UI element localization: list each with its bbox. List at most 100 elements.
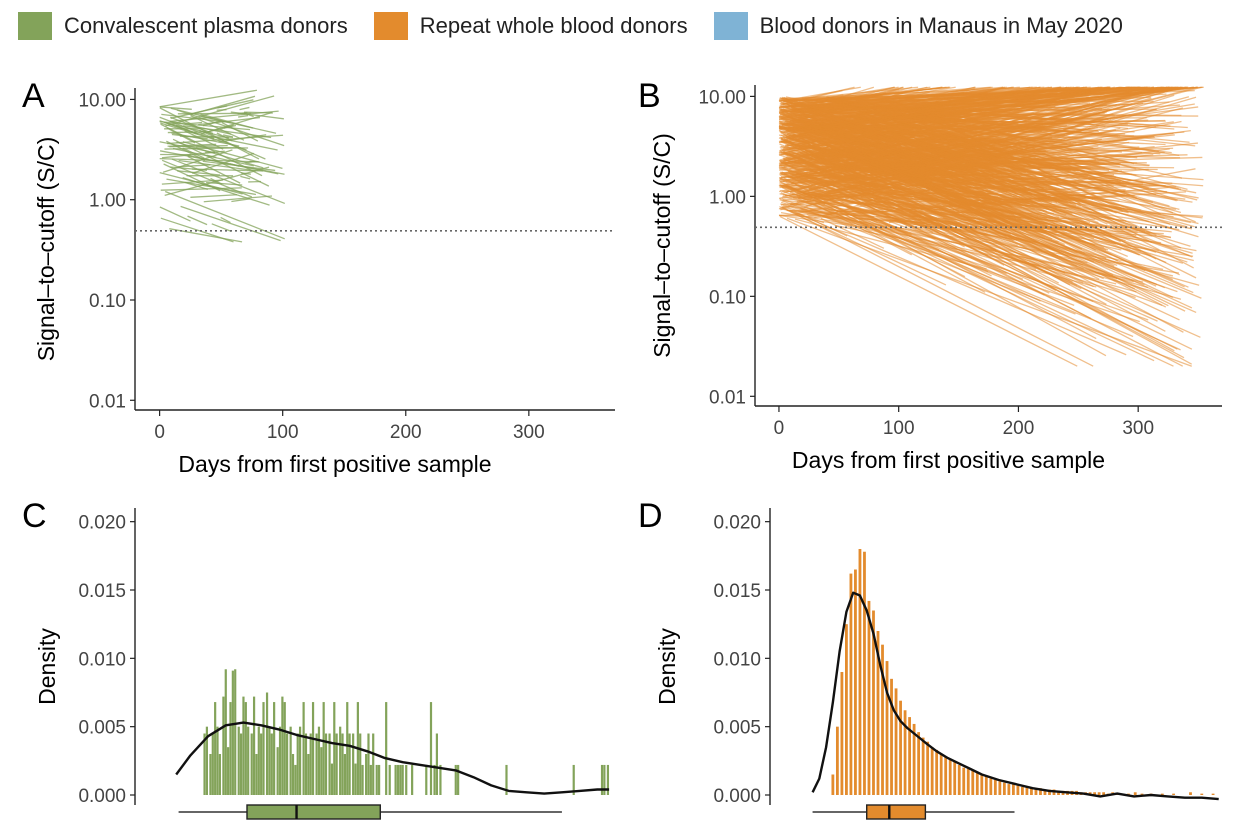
histogram-bar xyxy=(240,733,243,795)
panel-label: C xyxy=(22,497,47,535)
histogram-bar xyxy=(854,569,857,795)
histogram-bar xyxy=(309,733,312,795)
histogram-bar xyxy=(257,726,260,795)
histogram-bars xyxy=(203,669,610,795)
legend-swatch-green xyxy=(18,12,52,40)
y-tick-label: 0.01 xyxy=(709,387,746,408)
trajectory-line xyxy=(216,109,227,111)
histogram-bar xyxy=(250,733,253,795)
histogram-bar xyxy=(1097,792,1101,795)
boxplot-box xyxy=(246,804,381,820)
histogram-bar xyxy=(385,702,388,795)
trajectory-line xyxy=(190,115,245,141)
histogram-bar xyxy=(921,737,925,795)
histogram-bar xyxy=(365,754,368,795)
trajectory-line xyxy=(218,134,267,143)
histogram-bar xyxy=(1133,792,1137,795)
panel-d-density-histogram: D 0.000 0.005 0.010 0.015 0.020 Density xyxy=(638,497,1219,820)
histogram-bar xyxy=(335,733,338,795)
histogram-bar xyxy=(835,726,839,795)
trajectory-line xyxy=(159,106,192,110)
trajectory-line xyxy=(951,168,1196,215)
trajectory-line xyxy=(898,86,1110,113)
trajectory-line xyxy=(159,150,285,175)
y-tick-label: 0.10 xyxy=(89,291,126,312)
trajectory-line xyxy=(793,130,885,135)
histogram-bar xyxy=(1034,788,1038,795)
y-tick-label: 10.00 xyxy=(78,90,126,111)
legend-swatch-blue xyxy=(713,12,748,40)
trajectory-line xyxy=(858,192,934,234)
trajectory-line xyxy=(921,108,932,113)
y-axis-title: Signal–to–cutoff (S/C) xyxy=(33,137,59,362)
histogram-bar xyxy=(234,669,237,795)
trajectory-line xyxy=(781,184,1155,362)
legend-label: Convalescent plasma donors xyxy=(64,13,348,38)
trajectory-line xyxy=(779,87,1081,162)
trajectory-line xyxy=(878,168,1184,333)
histogram-bar xyxy=(849,573,853,795)
trajectory-line xyxy=(879,198,900,206)
histogram-bar xyxy=(315,733,318,795)
histogram-bar xyxy=(1016,785,1020,795)
histogram-bar xyxy=(328,733,331,795)
trajectory-line xyxy=(159,89,258,108)
trajectory-line xyxy=(210,177,223,185)
trajectory-line xyxy=(169,120,232,135)
trajectory-line xyxy=(831,113,1199,117)
histogram-bar xyxy=(231,670,234,795)
histogram-bar xyxy=(268,726,271,795)
trajectory-line xyxy=(176,141,264,169)
trajectory-line xyxy=(876,104,1159,153)
trajectory-line xyxy=(210,135,278,151)
trajectory-line xyxy=(794,218,987,270)
histogram-bar xyxy=(930,747,934,795)
trajectory-line xyxy=(942,217,953,223)
histogram-bar xyxy=(298,726,302,795)
x-tick-label: 0 xyxy=(154,422,165,443)
histogram-bar xyxy=(425,764,428,795)
histogram-bar xyxy=(265,692,269,795)
trajectory-line xyxy=(782,86,855,105)
trajectory-line xyxy=(231,198,251,203)
histogram-bar xyxy=(980,774,984,795)
trajectory-line xyxy=(812,135,1045,201)
histogram-bar xyxy=(957,764,961,795)
histogram-bar xyxy=(975,771,979,795)
trajectory-line xyxy=(216,132,233,142)
trajectory-line xyxy=(243,111,273,114)
y-axis-title: Density xyxy=(34,628,60,705)
histogram-bar xyxy=(989,778,993,795)
histogram-bar xyxy=(881,644,884,795)
legend-item-convalescent: Convalescent plasma donors xyxy=(18,12,348,40)
histogram-bar xyxy=(262,702,265,795)
histogram-bar xyxy=(603,764,606,795)
histogram-bar xyxy=(394,764,397,795)
trajectory-line xyxy=(203,195,273,203)
histogram-bar xyxy=(283,702,286,795)
trajectory-line xyxy=(191,168,264,172)
trajectory-line xyxy=(815,201,986,293)
x-tick-label: 200 xyxy=(1003,418,1035,439)
histogram-bar xyxy=(339,726,342,795)
trajectory-line xyxy=(190,194,238,198)
trajectory-line xyxy=(780,132,1071,286)
trajectory-line xyxy=(936,190,1180,231)
trajectory-line xyxy=(825,98,1177,202)
histogram-bar xyxy=(405,764,408,795)
trajectory-line xyxy=(809,172,1203,219)
trajectory-line xyxy=(783,86,1072,125)
histogram-bar xyxy=(209,754,212,795)
histogram-bar xyxy=(1200,793,1204,795)
trajectory-line xyxy=(187,215,208,226)
trajectory-line xyxy=(779,97,1035,196)
trajectory-line xyxy=(780,118,853,159)
histogram-bar xyxy=(388,764,391,795)
trajectory-line xyxy=(783,151,1057,292)
legend: Convalescent plasma donors Repeat whole … xyxy=(18,8,1123,44)
histogram-bar xyxy=(890,678,893,795)
histogram-bar xyxy=(307,754,310,795)
y-tick-label: 0.000 xyxy=(78,786,126,807)
x-axis-title: Days from first positive sample xyxy=(792,447,1105,473)
